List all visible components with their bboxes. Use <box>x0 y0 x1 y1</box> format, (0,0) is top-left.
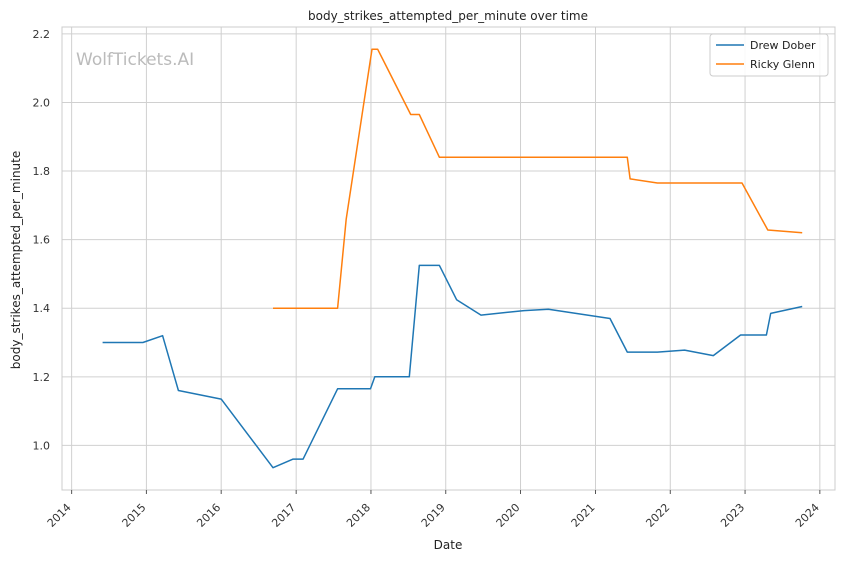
x-axis-title: Date <box>434 538 463 552</box>
legend-label-ricky-glenn: Ricky Glenn <box>750 58 815 71</box>
y-tick-label: 1.4 <box>33 302 51 315</box>
y-tick-label: 2.0 <box>33 96 51 109</box>
series-line-ricky-glenn <box>273 48 803 309</box>
y-tick-label: 1.0 <box>33 439 51 452</box>
chart-title: body_strikes_attempted_per_minute over t… <box>308 9 588 23</box>
y-tick-label: 1.6 <box>33 234 51 247</box>
gridlines <box>62 27 835 490</box>
series-lines <box>102 48 803 469</box>
y-tick-label: 1.8 <box>33 165 51 178</box>
y-tick-label: 1.2 <box>33 371 51 384</box>
legend-label-drew-dober: Drew Dober <box>750 39 816 52</box>
y-axis-title: body_strikes_attempted_per_minute <box>9 151 23 369</box>
y-axis-ticks: 1.0 1.2 1.4 1.6 1.8 2.0 2.2 <box>33 28 51 453</box>
watermark: WolfTickets.AI <box>76 50 194 70</box>
y-tick-label: 2.2 <box>33 28 51 41</box>
series-line-drew-dober <box>102 264 803 469</box>
plot-area-frame <box>61 26 836 491</box>
legend: Drew Dober Ricky Glenn <box>709 33 829 77</box>
